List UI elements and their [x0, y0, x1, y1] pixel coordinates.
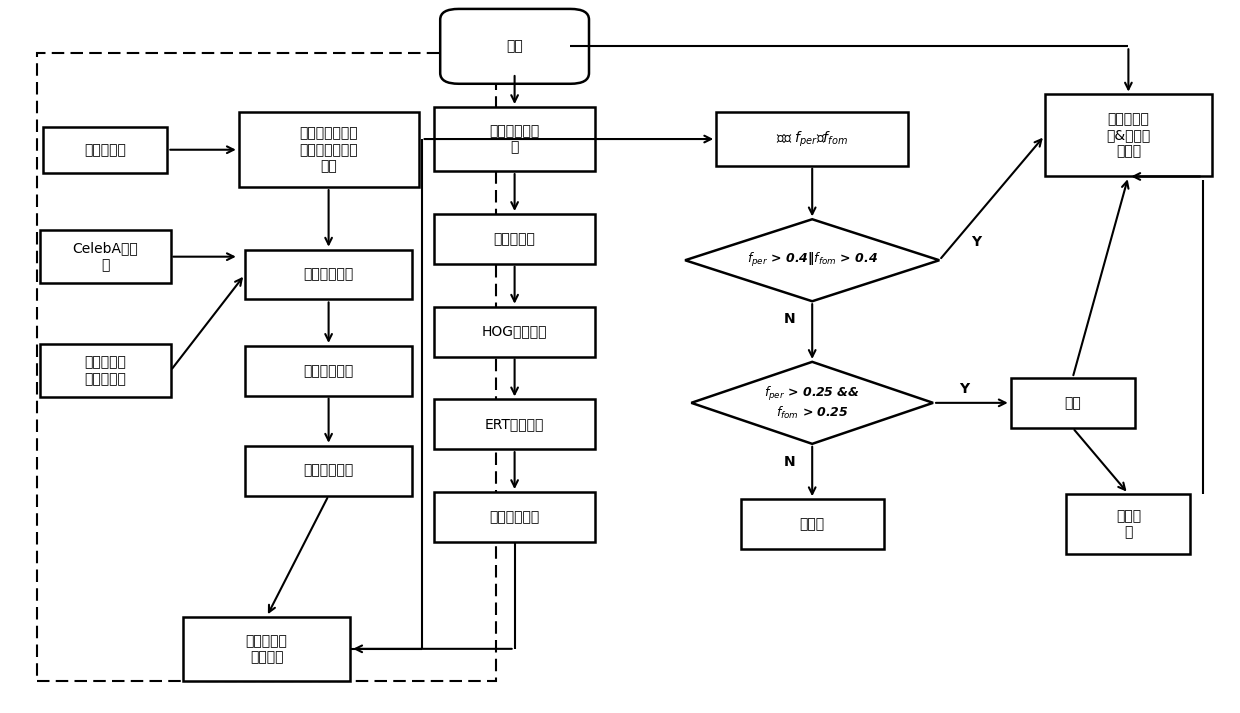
Text: ERT定位眼口: ERT定位眼口: [485, 417, 544, 431]
Text: Y: Y: [959, 381, 970, 396]
Text: 经人脸检测、特
征分割后特征图
片集: 经人脸检测、特 征分割后特征图 片集: [299, 126, 358, 173]
Bar: [37, 53, 496, 681]
FancyBboxPatch shape: [440, 9, 589, 83]
Bar: [41, 344, 171, 398]
Bar: [434, 214, 595, 264]
Text: 摄像头采集视
频: 摄像头采集视 频: [490, 124, 539, 154]
Bar: [434, 492, 595, 542]
Text: 开始: 开始: [506, 39, 523, 53]
Text: 不疲劳: 不疲劳: [800, 517, 825, 531]
Text: $f_{per}$ > 0.4‖$f_{fom}$ > 0.4: $f_{per}$ > 0.4‖$f_{fom}$ > 0.4: [746, 251, 878, 270]
Text: HOG检测人脸: HOG检测人脸: [482, 324, 547, 339]
Text: N: N: [784, 312, 796, 326]
Text: Y: Y: [971, 235, 982, 250]
Bar: [43, 127, 167, 173]
Text: 分割特征图片: 分割特征图片: [490, 510, 539, 524]
Text: 生成识别模型: 生成识别模型: [304, 463, 353, 478]
Bar: [246, 446, 412, 496]
Bar: [1011, 378, 1135, 428]
Text: 获取帧图片: 获取帧图片: [494, 232, 536, 246]
Bar: [1066, 493, 1190, 555]
Bar: [184, 617, 350, 681]
Bar: [238, 113, 419, 188]
Bar: [41, 230, 171, 283]
Bar: [246, 250, 412, 299]
Bar: [434, 399, 595, 449]
Text: 疲劳: 疲劳: [1064, 396, 1081, 410]
Bar: [434, 107, 595, 171]
Text: 载入网络结构: 载入网络结构: [304, 267, 353, 282]
Text: 计算 $f_{per}$、$f_{fom}$: 计算 $f_{per}$、$f_{fom}$: [776, 129, 848, 149]
Bar: [1044, 94, 1213, 176]
Text: N: N: [784, 455, 796, 468]
Text: 设计卷积神
经网络结构: 设计卷积神 经网络结构: [84, 356, 126, 386]
Text: 记录学习时
长&记录疲
劳次数: 记录学习时 长&记录疲 劳次数: [1106, 112, 1151, 159]
Text: 训练网络模型: 训练网络模型: [304, 364, 353, 378]
Text: CelebA数据
集: CelebA数据 集: [72, 242, 139, 272]
Bar: [717, 112, 908, 165]
Bar: [742, 499, 884, 549]
Text: $f_{per}$ > 0.25 &&
$f_{fom}$ > 0.25: $f_{per}$ > 0.25 && $f_{fom}$ > 0.25: [764, 384, 861, 421]
Bar: [434, 307, 595, 356]
Text: 眼部、嘴部
状态识别: 眼部、嘴部 状态识别: [246, 634, 288, 664]
Polygon shape: [684, 220, 940, 301]
Text: 实验者样本: 实验者样本: [84, 143, 126, 157]
Bar: [246, 346, 412, 396]
Polygon shape: [692, 362, 934, 443]
Text: 振铃提
醒: 振铃提 醒: [1116, 509, 1141, 539]
